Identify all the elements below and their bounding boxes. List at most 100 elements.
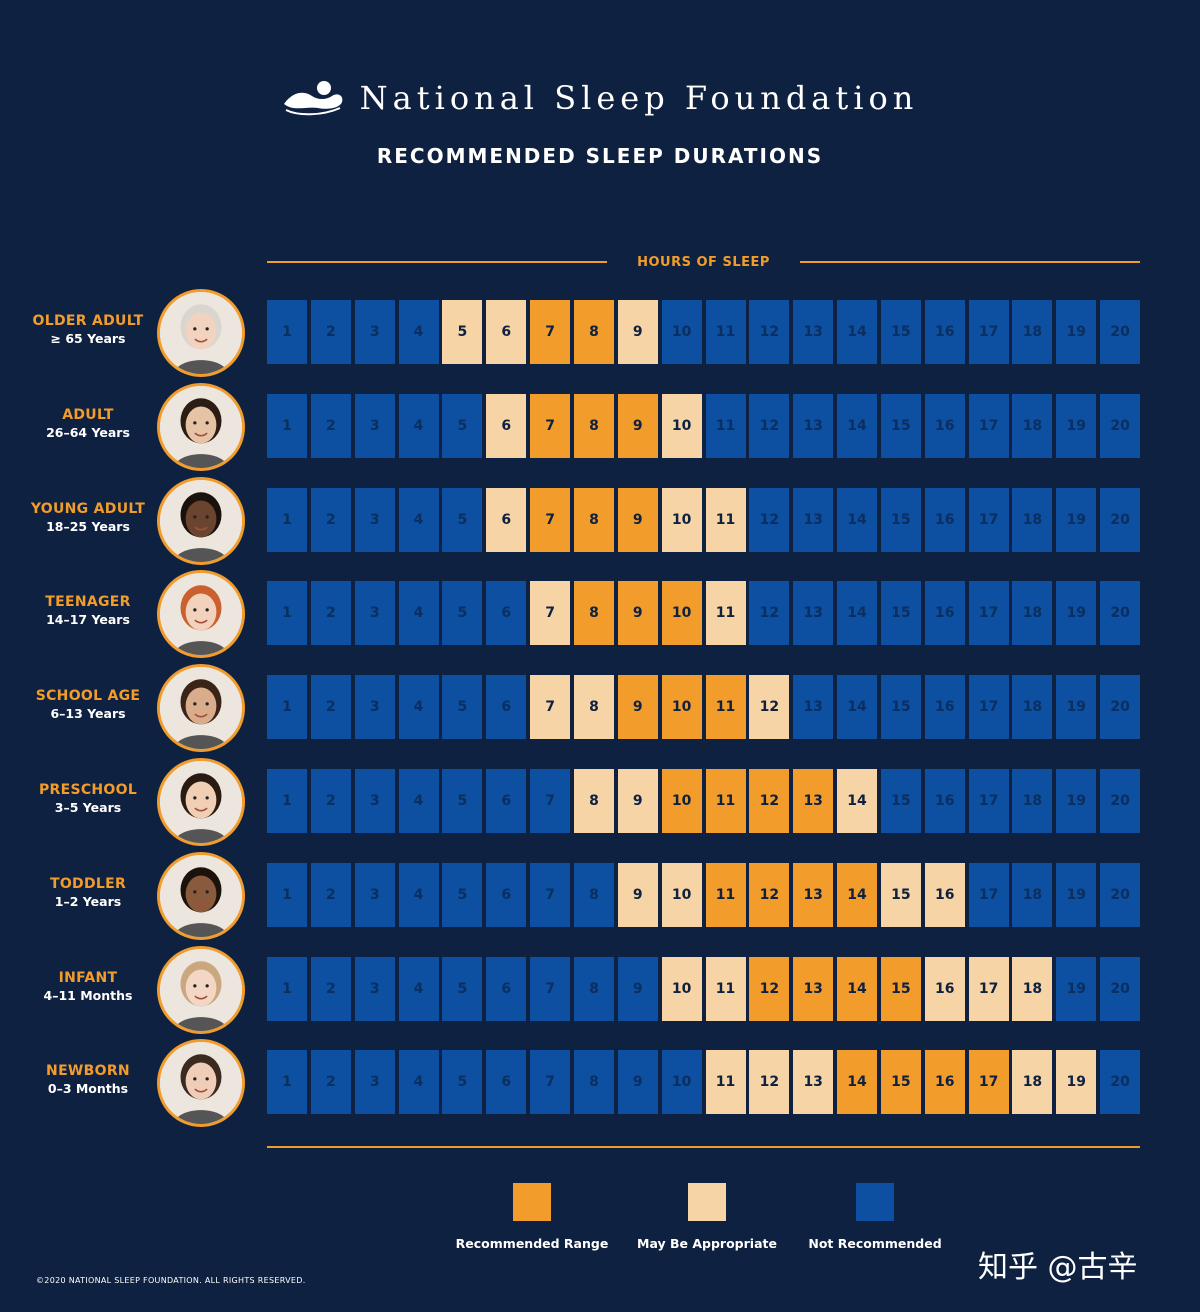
person-portrait-icon <box>160 385 242 468</box>
avatar <box>157 382 245 471</box>
hour-cell: 19 <box>1056 300 1097 364</box>
hour-cell: 14 <box>837 956 878 1021</box>
hour-cell: 4 <box>398 862 439 927</box>
hour-cell: 4 <box>398 1050 439 1115</box>
hour-cell: 4 <box>398 487 439 552</box>
hour-cell: 9 <box>617 956 658 1021</box>
hour-cell: 17 <box>968 862 1009 927</box>
hour-cell: 7 <box>530 862 571 927</box>
hour-cell: 15 <box>880 487 921 552</box>
hour-cell: 14 <box>837 769 878 833</box>
age-group-range: 1–2 Years <box>54 893 122 909</box>
watermark: 知乎 @古辛 <box>978 1250 1138 1285</box>
hour-cell: 8 <box>573 956 614 1021</box>
chart-row: INFANT 4–11 Months 1 2 3 4 5 6 7 8 9 10 11 12 13 14 15 16… <box>0 945 1200 1034</box>
divider <box>267 261 608 263</box>
header: National Sleep Foundation RECOMMENDED SL… <box>0 78 1200 168</box>
legend-swatch <box>856 1183 894 1221</box>
hour-cell: 17 <box>968 487 1009 552</box>
legend-item: Recommended Range <box>442 1183 622 1251</box>
legend-item: Not Recommended <box>785 1183 965 1251</box>
age-group-name: INFANT <box>58 969 118 986</box>
hour-cell: 13 <box>793 675 834 740</box>
hour-cell: 8 <box>573 675 614 740</box>
avatar <box>157 570 245 659</box>
hour-cell: 18 <box>1012 1050 1053 1115</box>
hour-cell: 12 <box>749 862 790 927</box>
avatar <box>157 758 245 846</box>
avatar <box>157 289 245 377</box>
hour-cell: 13 <box>793 862 834 927</box>
hour-cell: 5 <box>442 862 483 927</box>
hour-cell: 1 <box>267 581 307 646</box>
hour-cell: 6 <box>486 1050 527 1115</box>
hour-cell: 13 <box>793 956 834 1021</box>
hour-cell: 12 <box>749 393 790 458</box>
hour-cell: 8 <box>573 862 614 927</box>
hour-cell: 18 <box>1012 956 1053 1021</box>
person-portrait-icon <box>160 948 242 1031</box>
hour-cell: 11 <box>705 769 746 833</box>
avatar <box>157 476 245 565</box>
hour-cell: 14 <box>837 581 878 646</box>
hour-cell: 3 <box>354 862 395 927</box>
hour-cell: 2 <box>310 393 351 458</box>
age-group-label: TEENAGER 14–17 Years <box>10 594 166 627</box>
hour-cell: 18 <box>1012 675 1053 740</box>
hour-cell: 8 <box>573 581 614 646</box>
hour-cell: 4 <box>398 300 439 364</box>
age-group-range: 18–25 Years <box>46 518 130 534</box>
chart-row: NEWBORN 0–3 Months 1 2 3 4 5 6 7 8 9 10 11 12 13 14 15 16… <box>0 1039 1200 1128</box>
age-group-name: OLDER ADULT <box>32 313 144 329</box>
hour-cell: 3 <box>354 487 395 552</box>
hour-cell: 9 <box>617 1050 658 1115</box>
hour-cell: 19 <box>1056 1050 1097 1115</box>
page-title: RECOMMENDED SLEEP DURATIONS <box>376 144 824 168</box>
hour-cell: 19 <box>1056 393 1097 458</box>
hour-cell: 13 <box>793 581 834 646</box>
hour-cell: 13 <box>793 393 834 458</box>
age-group-name: NEWBORN <box>46 1063 130 1080</box>
avatar <box>157 664 245 753</box>
hour-cell: 16 <box>924 300 965 364</box>
legend-label: Recommended Range <box>455 1236 609 1251</box>
hour-cell: 18 <box>1012 487 1053 552</box>
hour-cell: 7 <box>530 300 571 364</box>
hour-cell: 16 <box>924 487 965 552</box>
hour-cell: 3 <box>354 300 395 364</box>
age-group-name: PRESCHOOL <box>38 782 138 798</box>
hour-cell: 12 <box>749 300 790 364</box>
hour-cell: 19 <box>1056 862 1097 927</box>
hour-cell: 3 <box>354 956 395 1021</box>
hour-cell: 1 <box>267 769 307 833</box>
hour-cell: 10 <box>661 862 702 927</box>
hour-cell: 16 <box>924 581 965 646</box>
hour-cell: 7 <box>530 675 571 740</box>
hour-cell: 17 <box>968 393 1009 458</box>
hour-cell: 11 <box>705 956 746 1021</box>
hour-cell: 1 <box>267 862 307 927</box>
legend-swatch <box>688 1183 726 1221</box>
age-group-label: YOUNG ADULT 18–25 Years <box>10 501 166 534</box>
chart-row: PRESCHOOL 3–5 Years 1 2 3 4 5 6 7 8 9 10 11 12 13 14 15 1… <box>0 758 1200 846</box>
hour-cell: 2 <box>310 956 351 1021</box>
divider <box>799 261 1140 263</box>
hour-cell: 1 <box>267 956 307 1021</box>
chart-row: TEENAGER 14–17 Years 1 2 3 4 5 6 7 8 9 10 11 12 13 14 15… <box>0 570 1200 659</box>
hour-cell: 15 <box>880 1050 921 1115</box>
age-group-label: ADULT 26–64 Years <box>10 407 166 440</box>
x-axis-label: HOURS OF SLEEP <box>637 254 770 270</box>
hour-cell: 8 <box>573 300 614 364</box>
hour-cell: 2 <box>310 675 351 740</box>
hour-cell: 9 <box>617 862 658 927</box>
hour-cell: 4 <box>398 956 439 1021</box>
hour-cell: 12 <box>749 1050 790 1115</box>
age-group-range: 0–3 Months <box>47 1081 129 1097</box>
hour-cell: 10 <box>661 487 702 552</box>
hour-cell: 12 <box>749 956 790 1021</box>
hour-cell: 11 <box>705 487 746 552</box>
hour-cell: 20 <box>1100 1050 1141 1115</box>
age-group-name: YOUNG ADULT <box>30 500 146 517</box>
hour-cell: 5 <box>442 393 483 458</box>
hour-cell: 2 <box>310 581 351 646</box>
